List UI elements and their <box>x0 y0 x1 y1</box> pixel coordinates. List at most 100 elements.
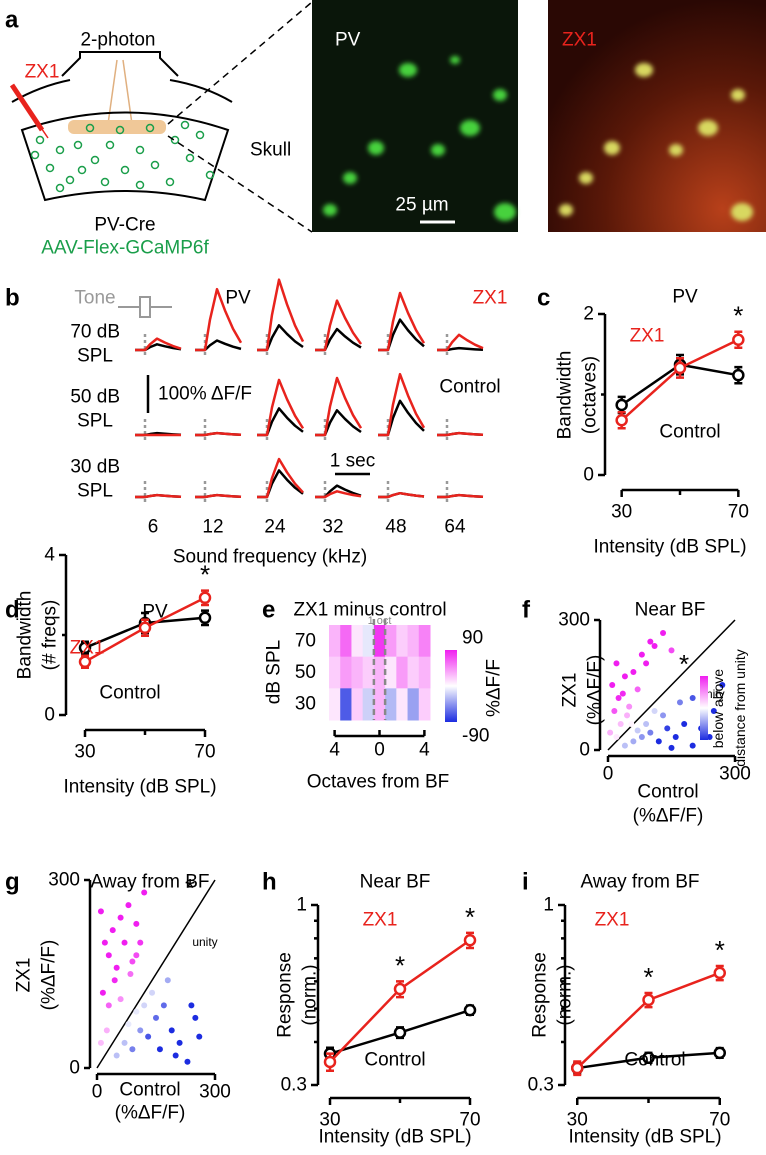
trace <box>378 372 426 437</box>
x-axis-title: Control <box>637 782 698 803</box>
data-point <box>121 939 128 946</box>
data-point <box>617 721 624 727</box>
y-tick-label: 1 <box>296 895 307 916</box>
significance-marker: * <box>395 950 405 980</box>
x-axis-title: Intensity (dB SPL) <box>318 1127 471 1148</box>
zoom-line <box>167 135 313 233</box>
significance-marker: * <box>715 935 725 965</box>
data-point <box>168 1027 175 1034</box>
data-point <box>393 1026 407 1039</box>
legend-label: ZX1 <box>595 910 630 931</box>
x-axis-title: Intensity (dB SPL) <box>568 1127 721 1148</box>
chart-title: ZX1 minus control <box>293 600 446 621</box>
image-label: PV <box>335 30 361 51</box>
x-tick-label: 48 <box>385 517 406 538</box>
y-axis-title: (norm.) <box>300 964 321 1025</box>
data-point <box>99 989 106 996</box>
data-point <box>651 643 658 649</box>
image-label: ZX1 <box>562 30 597 51</box>
scale-bar-label: 1 sec <box>330 451 375 472</box>
row-unit: SPL <box>77 481 113 502</box>
y-tick-label: 0 <box>579 740 590 761</box>
chart-title: Near BF <box>635 600 706 621</box>
data-point <box>172 1052 179 1059</box>
x-tick-label: 4 <box>329 740 340 761</box>
data-point <box>732 368 745 382</box>
cells <box>323 56 516 221</box>
significance-marker: * <box>679 649 689 679</box>
row-unit: SPL <box>77 411 113 432</box>
data-point <box>615 398 628 412</box>
x-tick-label: 30 <box>74 742 95 763</box>
x-tick-label: 70 <box>709 1110 730 1131</box>
x-tick-label: 70 <box>459 1110 480 1131</box>
y-tick-label: 300 <box>48 870 80 891</box>
data-point <box>97 1039 104 1046</box>
legend-label: Control <box>439 377 500 398</box>
x-tick-label: 64 <box>444 517 466 538</box>
colorbar-label: %ΔF/F <box>484 659 505 717</box>
data-point <box>621 673 628 680</box>
x-tick-label: 0 <box>374 740 385 761</box>
data-point <box>628 721 635 727</box>
data-point <box>117 914 124 921</box>
data-point <box>607 729 614 736</box>
data-point <box>125 1021 132 1028</box>
data-point <box>113 964 120 971</box>
colorbar <box>700 676 708 740</box>
data-point <box>673 361 687 375</box>
image-background <box>548 0 766 232</box>
x-tick-label: 70 <box>728 502 749 523</box>
legend-label: Control <box>659 422 720 443</box>
data-point <box>732 333 745 347</box>
chart-title: PV <box>142 602 168 623</box>
data-point <box>615 414 628 427</box>
x-axis-title: Control <box>119 1080 180 1101</box>
data-point <box>719 682 726 688</box>
heatmap-cell <box>351 625 364 658</box>
micrograph: PV 25 µm <box>312 0 518 232</box>
colorbar <box>445 650 457 722</box>
data-point <box>664 725 671 732</box>
y-axis-title: dB SPL <box>264 640 285 704</box>
data-point <box>611 708 618 714</box>
data-point <box>103 1027 110 1034</box>
annotation: 1 oct <box>368 615 392 627</box>
data-point <box>97 908 104 915</box>
data-point <box>615 695 622 701</box>
beam <box>107 59 118 125</box>
colorbar-tick-label: 90 <box>462 628 483 649</box>
y-tick-label: 1 <box>543 895 554 916</box>
x-tick-label: 300 <box>199 1082 231 1103</box>
data-point <box>129 958 136 965</box>
x-axis-title: Sound frequency (kHz) <box>173 547 367 568</box>
x-axis-title: (%ΔF/F) <box>633 806 704 827</box>
trace <box>257 457 304 499</box>
heatmap-cell <box>351 688 364 721</box>
chart-title: PV <box>225 288 251 309</box>
legend-label: Control <box>364 1050 425 1071</box>
data-point <box>113 1052 120 1059</box>
data-point <box>196 1033 203 1040</box>
y-axis-title: (octaves) <box>580 356 601 434</box>
data-point <box>138 621 152 635</box>
data-point <box>188 1002 195 1009</box>
data-point <box>160 1002 167 1009</box>
data-point <box>137 939 144 946</box>
panel-label: c <box>537 285 550 312</box>
x-axis-title: Octaves from BF <box>307 772 450 793</box>
trace <box>378 491 425 499</box>
data-point <box>668 744 675 751</box>
y-axis-title: (norm.) <box>555 964 576 1025</box>
y-tick-label: 0.3 <box>281 1075 307 1096</box>
y-tick-label: 300 <box>558 610 590 631</box>
data-point <box>630 669 637 675</box>
chart-title: PV <box>672 287 698 308</box>
significance-marker: * <box>643 962 653 992</box>
label: Skull <box>250 140 291 161</box>
legend-label: ZX1 <box>473 288 508 309</box>
x-tick-label: 30 <box>319 1110 340 1131</box>
micrograph: ZX1 <box>548 0 766 232</box>
data-point <box>713 1046 726 1060</box>
data-point <box>655 738 662 745</box>
